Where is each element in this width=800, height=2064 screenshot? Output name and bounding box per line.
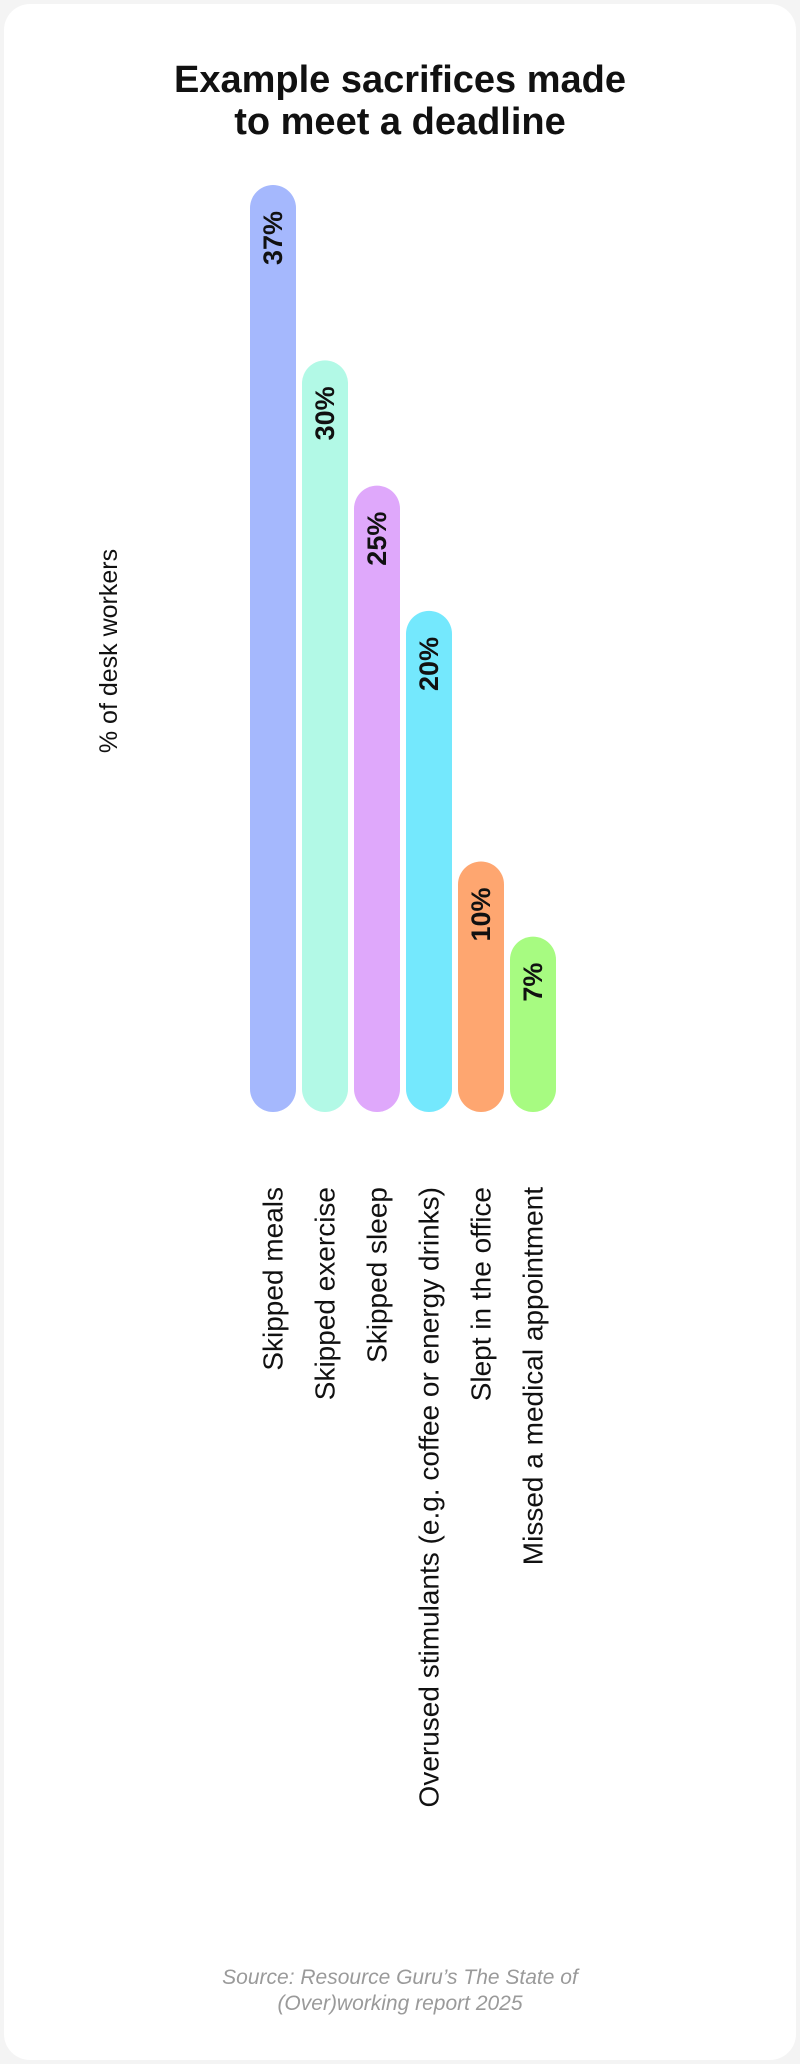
category-label-3: Skipped sleep [362, 1187, 393, 1363]
source-line-2: (Over)working report 2025 [277, 1992, 523, 2015]
bar-5 [458, 861, 504, 1112]
bar-6 [510, 936, 556, 1112]
source-line-1: Source: Resource Guru’s The State of [222, 1966, 578, 1989]
category-label-2: Skipped exercise [310, 1187, 341, 1400]
bar-2 [302, 360, 348, 1112]
chart-title-line-2: to meet a deadline [234, 101, 566, 143]
bar-3 [354, 485, 400, 1112]
chart-title-line-1: Example sacrifices made [173, 59, 627, 101]
bar-value-label-5: 10% [466, 887, 496, 941]
category-label-5: Slept in the office [466, 1187, 497, 1401]
bar-1 [250, 185, 296, 1112]
chart-card: Example sacrifices made to meet a deadli… [4, 4, 796, 2060]
bar-value-label-4: 20% [414, 637, 444, 691]
category-label-6: Missed a medical appointment [518, 1187, 549, 1565]
bar-value-label-3: 25% [362, 512, 392, 566]
bar-4 [406, 610, 452, 1112]
y-axis-label: % of desk workers [95, 549, 123, 753]
category-label-1: Skipped meals [258, 1187, 289, 1371]
bar-chart: 37% 30% 25% 20% 10% 7% Skipped meals Skipped e… [95, 185, 556, 1808]
bars: 37% 30% 25% 20% 10% 7% [250, 185, 556, 1112]
chart-title: Example sacrifices made to meet a deadli… [4, 59, 796, 143]
source-note: Source: Resource Guru’s The State of (Ov… [4, 1965, 796, 2017]
category-label-4: Overused stimulants (e.g. coffee or ener… [414, 1187, 445, 1807]
bar-value-label-2: 30% [310, 386, 340, 440]
bar-value-label-6: 7% [518, 963, 548, 1002]
category-labels: Skipped meals Skipped exercise Skipped sle… [258, 1187, 549, 1808]
bar-value-label-1: 37% [258, 211, 288, 265]
